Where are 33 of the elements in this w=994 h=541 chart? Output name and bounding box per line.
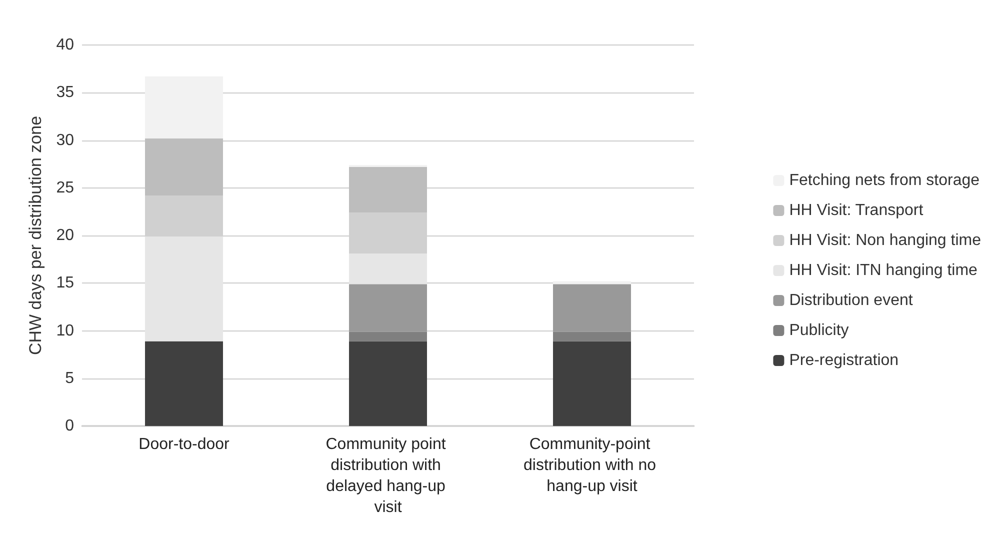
y-tick-label: 15 (56, 274, 74, 292)
x-tick-label: Door-to-door (138, 436, 230, 453)
y-tick-label: 25 (56, 179, 74, 196)
bar (349, 166, 427, 213)
y-tick-label: 40 (56, 36, 74, 54)
legend-label: Distribution event (789, 292, 914, 309)
x-tick-label: Community point distribution with delayed hang-up visit (326, 436, 450, 516)
bar (349, 254, 427, 284)
bar (145, 341, 223, 426)
y-tick-label: 0 (65, 418, 74, 434)
y-tick-label: 30 (56, 132, 74, 149)
bar (553, 332, 631, 342)
bar (553, 284, 631, 332)
bar (553, 281, 631, 284)
legend-label: HH Visit: Transport (789, 202, 924, 219)
legend-label: Fetching nets from storage (789, 172, 980, 189)
bar (553, 341, 631, 426)
bar (349, 284, 427, 332)
legend-label: HH Visit: Non hanging time (789, 232, 982, 249)
y-tick-label: 10 (56, 322, 74, 340)
bar (145, 236, 223, 342)
bar (349, 341, 427, 426)
bar (349, 332, 427, 342)
y-axis-title: CHW days per distribution zone (26, 116, 45, 356)
bar (145, 138, 223, 196)
y-tick-label: 35 (56, 84, 74, 102)
bar (145, 76, 223, 138)
y-tick-label: 5 (65, 370, 74, 387)
x-tick-label: Community-point distribution with no hang-up visit (524, 436, 660, 495)
legend-label: Pre-registration (789, 352, 899, 369)
y-tick-label: 20 (56, 227, 74, 244)
legend-label: Publicity (789, 322, 849, 339)
legend-label: HH Visit: ITN hanging time (789, 262, 978, 279)
